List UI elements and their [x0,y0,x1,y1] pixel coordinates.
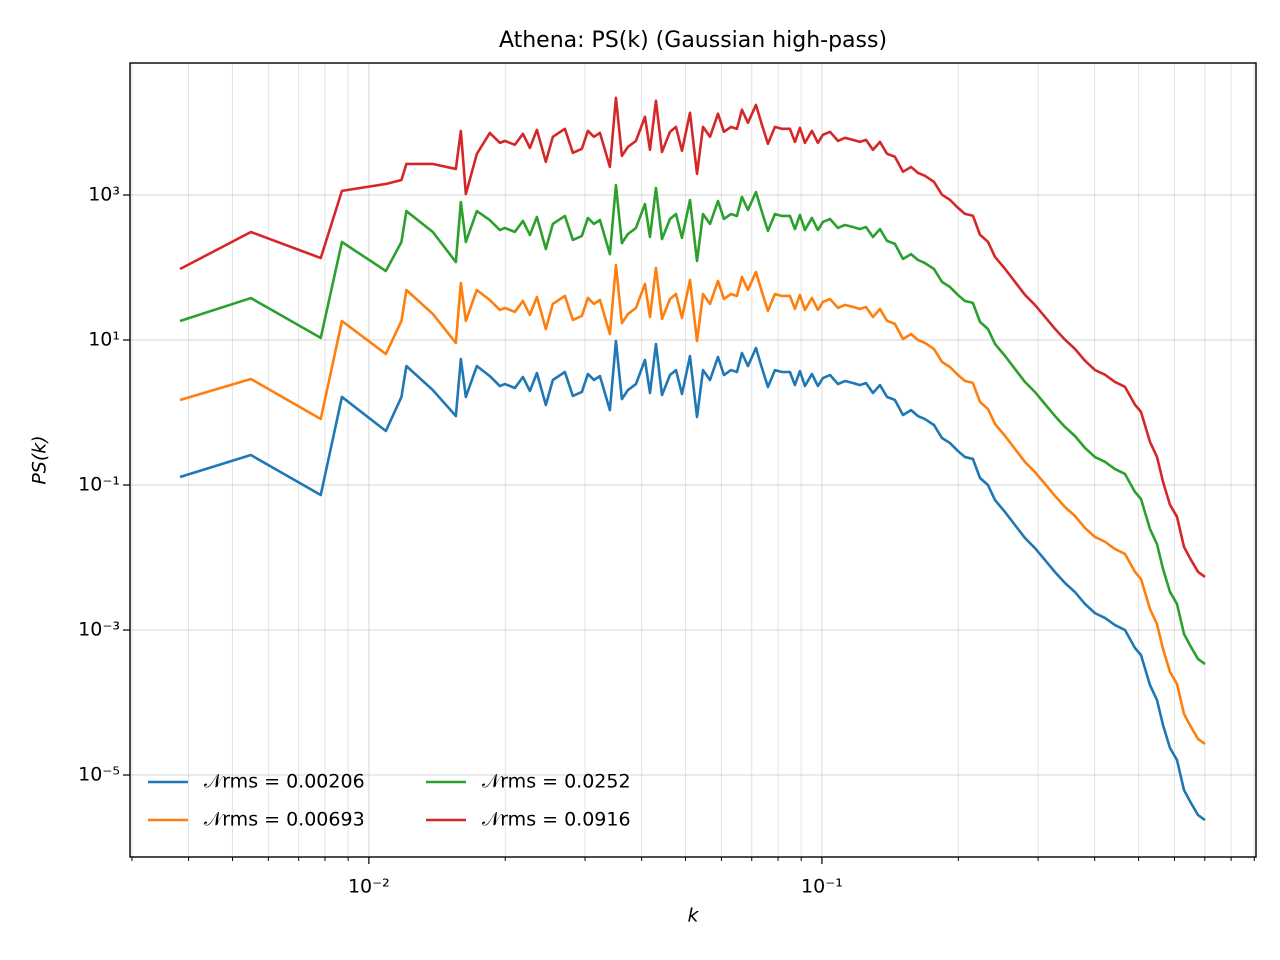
y-tick-label: 10⁻³ [78,619,120,641]
y-tick-label: 10⁻¹ [78,474,120,496]
x-tick-label: 10⁻¹ [801,876,843,898]
legend-label: 𝒩rms = 0.00693 [204,809,365,831]
series-line [179,96,1206,578]
y-tick-label: 10¹ [88,329,120,351]
x-axis-label: k [687,905,699,927]
y-tick-label: 10³ [88,184,120,206]
y-tick-label: 10⁻⁵ [78,764,120,786]
series-line [179,339,1206,822]
legend-label: 𝒩rms = 0.0252 [482,771,631,793]
x-tick-label: 10⁻² [348,876,390,898]
series-line [179,263,1206,746]
chart-title: Athena: PS(k) (Gaussian high-pass) [499,28,887,53]
legend-label: 𝒩rms = 0.00206 [204,771,365,793]
legend-label: 𝒩rms = 0.0916 [482,809,631,831]
series-line [179,183,1206,666]
plot-frame [129,62,1257,858]
y-axis-label: PS(k) [29,435,51,484]
